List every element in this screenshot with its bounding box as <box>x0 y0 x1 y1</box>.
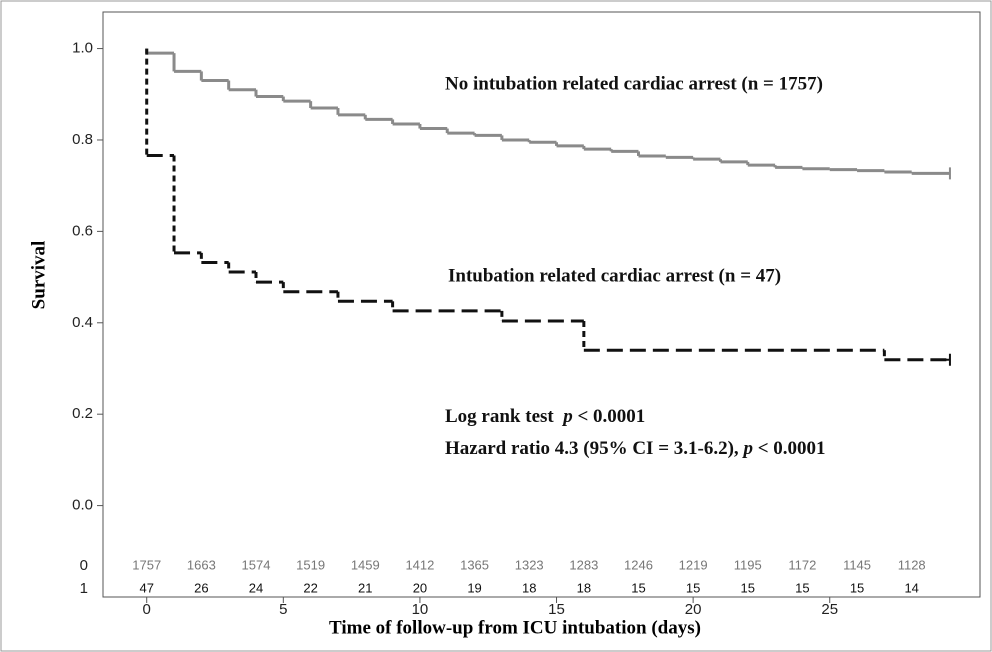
risk-count: 1757 <box>132 557 161 572</box>
y-tick-label: 0.8 <box>72 131 93 148</box>
risk-count: 1145 <box>843 557 871 572</box>
annotation: Log rank test p < 0.0001 <box>445 406 645 427</box>
risk-count: 20 <box>413 580 427 595</box>
risk-count: 1459 <box>351 557 380 572</box>
y-tick-label: 0.4 <box>72 314 93 331</box>
censor-mark <box>943 353 951 366</box>
risk-count: 1663 <box>187 557 216 572</box>
risk-count: 22 <box>303 580 317 595</box>
annotation-part: p <box>741 438 753 459</box>
risk-count: 47 <box>139 580 153 595</box>
censor-mark <box>943 167 951 180</box>
risk-count: 1323 <box>515 557 544 572</box>
risk-count: 18 <box>577 580 591 595</box>
risk-count: 1519 <box>296 557 325 572</box>
x-axis-title: Time of follow-up from ICU intubation (d… <box>329 617 701 638</box>
y-axis-title: Survival <box>28 241 49 310</box>
series-label: Intubation related cardiac arrest (n = 4… <box>448 265 781 286</box>
y-tick-label: 0.0 <box>72 497 93 514</box>
annotation: Hazard ratio 4.3 (95% CI = 3.1-6.2), p <… <box>445 438 826 459</box>
x-tick-label: 25 <box>821 601 838 618</box>
x-tick-label: 10 <box>412 601 429 618</box>
risk-count: 24 <box>249 580 263 595</box>
risk-count: 15 <box>850 580 864 595</box>
risk-count: 1195 <box>734 557 762 572</box>
risk-row-label: 0 <box>80 557 88 574</box>
x-tick-label: 5 <box>279 601 287 618</box>
risk-count: 1246 <box>624 557 653 572</box>
annotation-part: Log rank test <box>445 406 563 427</box>
risk-count: 21 <box>358 580 372 595</box>
risk-count: 1412 <box>405 557 434 572</box>
annotation-part: p <box>561 406 573 427</box>
series-label: No intubation related cardiac arrest (n … <box>445 73 823 94</box>
risk-count: 1365 <box>460 557 489 572</box>
plot-frame <box>102 11 981 598</box>
risk-count: 1283 <box>569 557 598 572</box>
risk-count: 15 <box>686 580 700 595</box>
annotation-part: < 0.0001 <box>573 406 646 427</box>
y-tick-label: 0.6 <box>72 222 93 239</box>
x-tick-label: 20 <box>685 601 702 618</box>
risk-count: 15 <box>795 580 809 595</box>
risk-count: 1219 <box>679 557 708 572</box>
risk-count: 15 <box>741 580 755 595</box>
risk-count: 19 <box>467 580 481 595</box>
risk-count: 1128 <box>898 557 926 572</box>
risk-count: 1574 <box>242 557 271 572</box>
annotation-part: < 0.0001 <box>753 438 826 459</box>
risk-row-label: 1 <box>80 580 88 597</box>
y-tick-label: 1.0 <box>72 40 93 57</box>
risk-count: 15 <box>631 580 645 595</box>
x-tick-label: 15 <box>548 601 565 618</box>
risk-count: 18 <box>522 580 536 595</box>
x-tick-label: 0 <box>143 601 151 618</box>
annotation-part: Hazard ratio 4.3 (95% CI = 3.1-6.2), <box>445 438 743 459</box>
risk-count: 26 <box>194 580 208 595</box>
risk-count: 1172 <box>788 557 816 572</box>
y-tick-label: 0.2 <box>72 405 93 422</box>
risk-count: 14 <box>904 580 918 595</box>
